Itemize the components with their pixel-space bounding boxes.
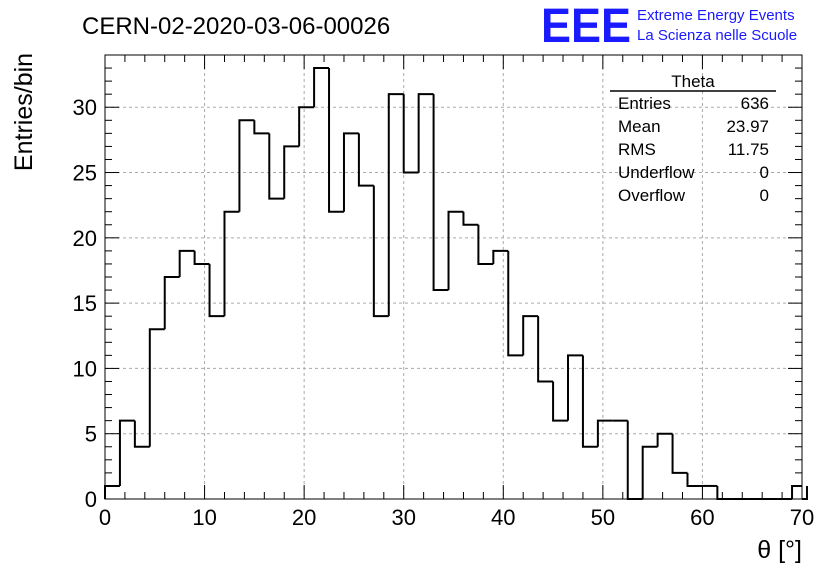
stats-row-label: Entries <box>618 94 671 113</box>
histogram-bin <box>432 94 449 292</box>
stats-row-value: 636 <box>741 94 769 113</box>
y-tick-labels: 0 5 10 15 20 25 30 <box>73 95 97 512</box>
histogram-bin <box>477 224 494 265</box>
histogram-bin <box>626 420 643 500</box>
histogram-bin <box>357 133 374 187</box>
histogram-bin <box>163 276 180 330</box>
x-tick-labels: 0 10 20 30 40 50 60 70 <box>99 505 814 530</box>
x-tick-label: 70 <box>790 505 814 530</box>
x-tick-label: 10 <box>192 505 216 530</box>
histogram-bin <box>641 445 658 499</box>
histogram-bin <box>402 94 419 174</box>
logo-line-1: Extreme Energy Events <box>637 7 795 24</box>
stats-row-value: 0 <box>760 163 769 182</box>
stats-row-label: Underflow <box>618 163 695 182</box>
eee-logo: EEE <box>541 0 631 53</box>
histogram-bin <box>447 210 464 291</box>
histogram-bin <box>268 133 285 200</box>
histogram-bin <box>223 210 240 317</box>
x-tick-label: 20 <box>292 505 316 530</box>
stats-title: Theta <box>671 72 715 91</box>
logo-line-2: La Scienza nelle Scuole <box>637 27 797 44</box>
histogram-bin <box>686 472 703 487</box>
stats-row-value: 0 <box>760 186 769 205</box>
y-axis-label: Entries/bin <box>10 53 38 171</box>
histogram-bin <box>417 93 434 173</box>
histogram-bin <box>492 249 509 264</box>
axis-ticks <box>104 54 803 500</box>
stats-row-value: 11.75 <box>728 140 769 159</box>
stats-row-label: Mean <box>618 117 661 136</box>
histogram-bin <box>387 93 404 317</box>
histogram-bin <box>716 485 733 500</box>
histogram-bin <box>567 354 583 421</box>
histogram-bin <box>193 250 210 265</box>
histogram-bin <box>802 485 808 500</box>
x-axis-label: θ [°] <box>757 536 802 564</box>
histogram-bin <box>596 419 613 447</box>
y-tick-label: 0 <box>85 487 97 512</box>
histogram-bin <box>522 315 539 356</box>
x-tick-label: 50 <box>591 505 615 530</box>
histogram-bin <box>372 185 389 318</box>
stats-row-label: Overflow <box>618 186 686 205</box>
histogram-bin <box>313 67 330 108</box>
histogram-bin <box>462 211 479 226</box>
histogram-bin <box>238 119 255 212</box>
histogram-bin <box>178 249 195 277</box>
histogram-bin <box>133 420 150 448</box>
histogram-bin <box>208 263 225 318</box>
x-tick-label: 30 <box>391 505 415 530</box>
histogram-series <box>104 67 808 500</box>
x-tick-label: 40 <box>491 505 515 530</box>
histogram-bin <box>328 68 344 213</box>
histogram-bin <box>253 120 270 135</box>
histogram-bin <box>581 355 598 448</box>
histogram-bin <box>342 132 359 212</box>
y-tick-label: 30 <box>73 95 97 120</box>
chart-title: CERN-02-2020-03-06-00026 <box>82 13 390 40</box>
grid-lines <box>105 55 802 499</box>
histogram-bin <box>298 106 315 147</box>
stats-row-label: RMS <box>618 140 656 159</box>
histogram-bin <box>118 419 135 486</box>
y-tick-label: 25 <box>73 161 97 186</box>
y-tick-label: 10 <box>73 356 97 381</box>
histogram-bin <box>537 316 554 383</box>
x-tick-label: 0 <box>99 505 111 530</box>
y-tick-label: 20 <box>73 226 97 251</box>
histogram-bin <box>656 432 673 447</box>
x-tick-label: 60 <box>690 505 714 530</box>
stats-box: Theta Entries 636 Mean 23.97 RMS 11.75 Underfl… <box>610 72 776 205</box>
histogram-bin <box>671 433 688 474</box>
histogram-bin <box>552 381 569 422</box>
histogram-bin <box>507 250 524 357</box>
histogram-bin <box>791 484 802 499</box>
y-tick-label: 5 <box>85 422 97 447</box>
histogram-bin <box>148 328 165 447</box>
histogram-bin <box>104 484 120 499</box>
stats-row-value: 23.97 <box>726 117 769 136</box>
y-tick-label: 15 <box>73 291 97 316</box>
histogram-bin <box>283 145 300 199</box>
